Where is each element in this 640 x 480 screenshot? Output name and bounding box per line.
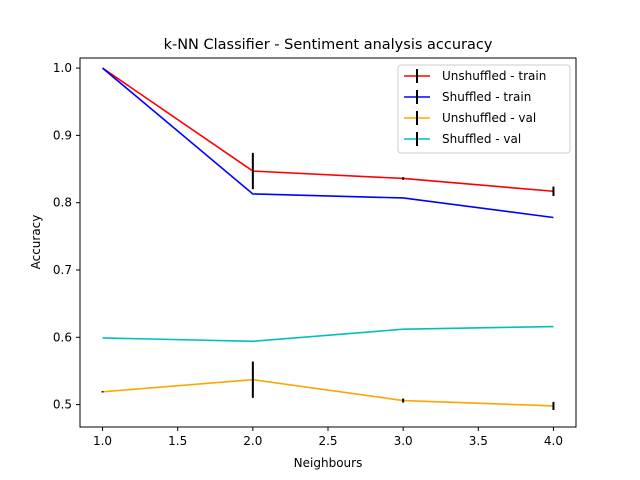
series-line-shuffled-val <box>102 325 554 343</box>
y-tick-label: 1.0 <box>53 61 72 75</box>
legend-entry: Unshuffled - val <box>442 111 536 125</box>
legend-entry: Shuffled - train <box>442 90 531 104</box>
x-tick-label: 2.5 <box>318 434 337 448</box>
legend-box <box>397 64 571 154</box>
x-tick-label: 1.0 <box>93 434 112 448</box>
y-tick-label: 0.6 <box>53 330 72 344</box>
x-tick-label: 1.5 <box>168 434 187 448</box>
y-axis-label: Accuracy <box>29 215 43 270</box>
chart-title: k-NN Classifier - Sentiment analysis acc… <box>164 37 493 53</box>
series-line-shuffled-train <box>102 67 554 219</box>
y-tick-label: 0.9 <box>53 128 72 142</box>
plot-frame <box>79 57 577 428</box>
series-line-unshuffled-train <box>102 67 554 193</box>
legend-entry: Shuffled - val <box>442 132 521 146</box>
series-line-unshuffled-val <box>102 378 554 407</box>
y-tick-label: 0.8 <box>53 196 72 210</box>
x-axis-label: Neighbours <box>294 456 363 470</box>
x-tick-label: 4.0 <box>544 434 563 448</box>
x-tick-label: 2.0 <box>243 434 262 448</box>
legend: Unshuffled - train Shuffled - train Unshuf… <box>397 64 571 154</box>
axes-group: 1.0 1.5 2.0 2.5 3.0 3.5 4.0 0.5 0.6 0.7 0.8 0.9 1.0 <box>53 61 563 448</box>
y-tick-label: 0.7 <box>53 263 72 277</box>
legend-entry: Unshuffled - train <box>442 69 546 83</box>
x-tick-label: 3.5 <box>469 434 488 448</box>
y-tick-label: 0.5 <box>53 398 72 412</box>
series-group <box>101 67 555 410</box>
x-tick-label: 3.0 <box>394 434 413 448</box>
